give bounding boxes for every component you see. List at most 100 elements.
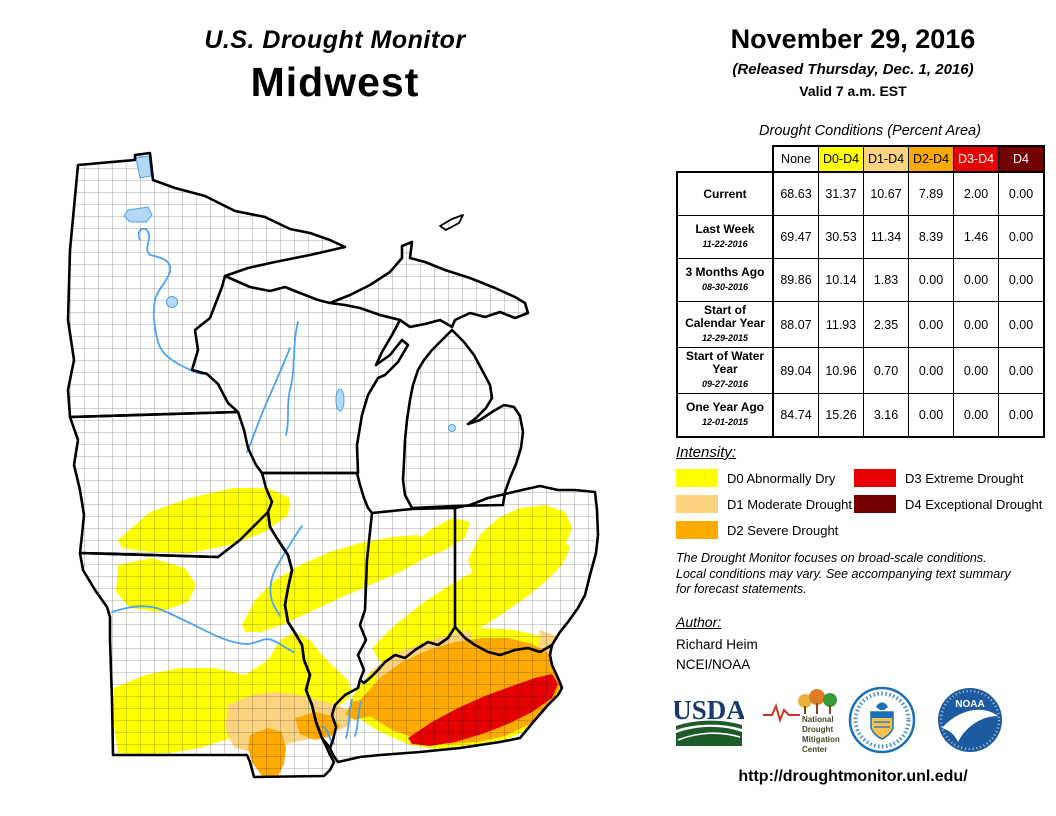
cell-value: 31.37 — [818, 171, 864, 216]
row-date: 12-01-2015 — [701, 417, 749, 427]
legend-heading: Intensity: — [676, 444, 737, 461]
cell-value: 30.53 — [818, 215, 864, 259]
red-lake — [123, 206, 153, 223]
row-date: 08-30-2016 — [701, 282, 749, 292]
source-url: http://droughtmonitor.unl.edu/ — [738, 768, 968, 785]
author-heading: Author: — [676, 614, 722, 630]
legend-item-d3: D3 Extreme Drought — [854, 469, 1036, 487]
state-wisconsin — [224, 274, 410, 475]
state-ohio — [454, 484, 600, 657]
cell-value: 15.26 — [818, 393, 864, 438]
cell-value: 11.34 — [863, 215, 909, 259]
ndmc-text-2: Drought — [802, 725, 833, 734]
legend-label: D2 Severe Drought — [727, 522, 839, 538]
cell-value: 0.00 — [908, 347, 954, 394]
row-date: 09-27-2016 — [701, 379, 749, 389]
cell-value: 0.00 — [998, 258, 1045, 302]
cell-value: 0.70 — [863, 347, 909, 394]
report-title-region: Midwest — [250, 59, 420, 105]
kentucky-lake — [345, 699, 353, 739]
cell-value: 89.86 — [772, 258, 819, 302]
legend-item-d4: D4 Exceptional Drought — [854, 495, 1042, 513]
usda-logo-text: USDA — [674, 696, 744, 725]
cell-value: 89.04 — [772, 347, 819, 394]
legend-label: D0 Abnormally Dry — [727, 470, 836, 486]
table-row: Current 68.63 31.37 10.67 7.89 2.00 0.00 — [676, 171, 1045, 216]
river-wisconsin — [246, 347, 291, 453]
row-label: Start of Calendar Year 12-29-2015 — [676, 301, 774, 348]
rivers — [111, 227, 362, 745]
table-header-row: None D0-D4 D1-D4 D2-D4 D3-D4 D4 — [677, 145, 1045, 173]
state-michigan-lp — [401, 328, 525, 510]
cell-value: 0.00 — [953, 347, 999, 394]
cell-value: 69.47 — [772, 215, 819, 259]
cell-value: 0.00 — [998, 347, 1045, 394]
houghton-lake — [448, 424, 456, 432]
col-header-d0d4: D0-D4 — [818, 145, 864, 173]
cell-value: 68.63 — [772, 171, 819, 216]
lake-of-the-woods — [135, 155, 152, 179]
legend-item-d1: D1 Moderate Drought — [676, 495, 854, 513]
ndmc-text-4: Center — [802, 745, 827, 754]
ndmc-logo: National Drought Mitigation Center — [762, 688, 842, 761]
drought-conditions-table: None D0-D4 D1-D4 D2-D4 D3-D4 D4 Current … — [676, 145, 1045, 438]
state-kentucky — [328, 644, 564, 764]
row-date: 12-29-2015 — [701, 333, 749, 343]
col-header-d1d4: D1-D4 — [863, 145, 909, 173]
cell-value: 11.93 — [818, 301, 864, 348]
disclaimer-text: The Drought Monitor focuses on broad-sca… — [676, 551, 1011, 596]
noaa-logo: NOAA — [936, 686, 1004, 759]
cell-value: 0.00 — [998, 215, 1045, 259]
table-caption: Drought Conditions (Percent Area) — [759, 123, 981, 139]
released-date: (Released Thursday, Dec. 1, 2016) — [732, 61, 974, 78]
row-label: One Year Ago 12-01-2015 — [676, 393, 774, 438]
table-row: One Year Ago 12-01-2015 84.74 15.26 3.16 … — [676, 393, 1045, 438]
cell-value: 3.16 — [863, 393, 909, 438]
header-blank-cell — [677, 146, 773, 172]
col-header-d2d4: D2-D4 — [908, 145, 954, 173]
cell-value: 0.00 — [953, 258, 999, 302]
cell-value: 2.35 — [863, 301, 909, 348]
intensity-legend: Intensity: D0 Abnormally Dry D1 Moderate… — [676, 444, 1042, 547]
d3-swatch — [854, 469, 896, 487]
row-date: 11-22-2016 — [702, 239, 748, 249]
author-block: Author: Richard Heim NCEI/NOAA — [676, 614, 758, 677]
d4-swatch — [854, 495, 896, 513]
cell-value: 8.39 — [908, 215, 954, 259]
cell-value: 0.00 — [998, 393, 1045, 438]
cell-value: 1.46 — [953, 215, 999, 259]
col-header-d4: D4 — [998, 145, 1045, 173]
row-label: Start of Water Year 09-27-2016 — [676, 347, 774, 394]
d0-swatch — [676, 469, 718, 487]
cell-value: 0.00 — [908, 258, 954, 302]
cell-value: 0.00 — [998, 301, 1045, 348]
cell-value: 1.83 — [863, 258, 909, 302]
table-row: Last Week 11-22-2016 69.47 30.53 11.34 8.… — [676, 215, 1045, 259]
d2-swatch — [676, 521, 718, 539]
lake-winnebago — [335, 388, 345, 412]
midwest-drought-map — [0, 130, 670, 816]
cell-value: 0.00 — [908, 393, 954, 438]
report-title-line1: U.S. Drought Monitor — [204, 26, 466, 54]
river-illinois — [269, 525, 303, 617]
cell-value: 0.00 — [908, 301, 954, 348]
table-row: Start of Water Year 09-27-2016 89.04 10.9… — [676, 347, 1045, 394]
map-date: November 29, 2016 — [730, 24, 976, 54]
legend-item-d0: D0 Abnormally Dry — [676, 469, 854, 487]
cell-value: 88.07 — [772, 301, 819, 348]
agency-logos: USDA National Drought Mitigation Center — [670, 686, 1036, 758]
ndmc-text-3: Mitigation — [802, 735, 840, 744]
river-mississippi-mn — [137, 227, 203, 375]
cell-value: 10.96 — [818, 347, 864, 394]
cell-value: 7.89 — [908, 171, 954, 216]
date-block: November 29, 2016 (Released Thursday, De… — [676, 24, 1030, 99]
commerce-seal-logo — [848, 686, 916, 759]
cell-value: 2.00 — [953, 171, 999, 216]
report-title: U.S. Drought Monitor Midwest — [120, 26, 550, 106]
col-header-none: None — [772, 145, 819, 173]
state-iowa — [68, 410, 274, 559]
cell-value: 10.67 — [863, 171, 909, 216]
legend-label: D1 Moderate Drought — [727, 496, 853, 512]
noaa-logo-text: NOAA — [955, 699, 984, 710]
